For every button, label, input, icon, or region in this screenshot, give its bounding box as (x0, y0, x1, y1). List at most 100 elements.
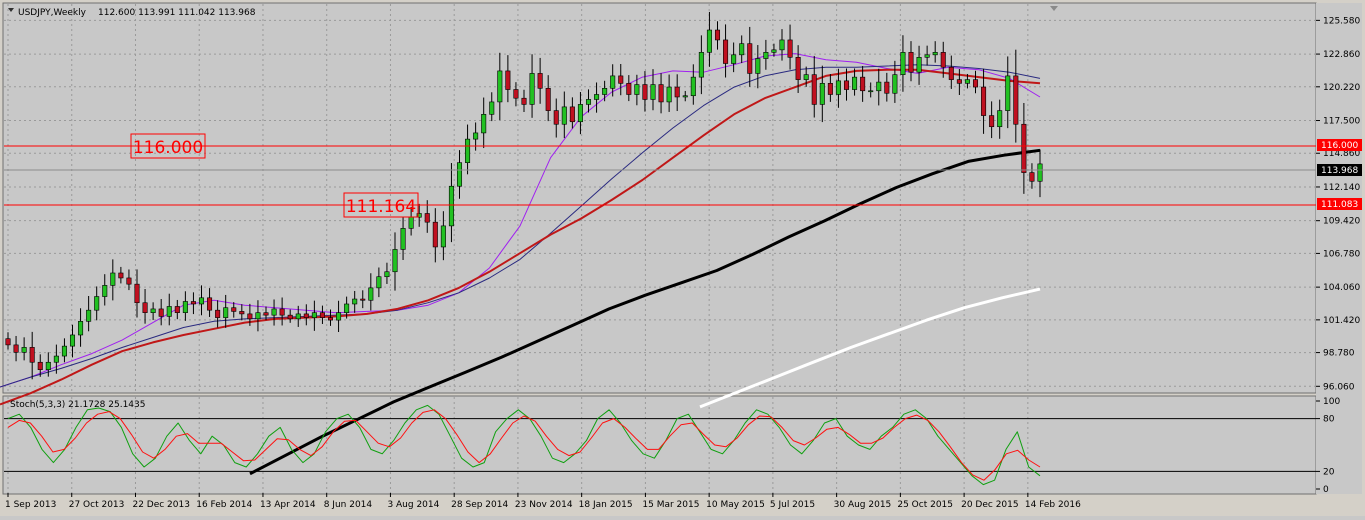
bull-candle (690, 76, 696, 97)
bear-candle (723, 39, 729, 64)
bear-candle (860, 76, 866, 92)
bull-candle (69, 334, 76, 347)
time-label: 25 Oct 2015 (897, 500, 953, 510)
bull-candle (45, 361, 51, 370)
bull-candle (400, 228, 406, 250)
bull-candle (473, 132, 479, 140)
main-chart-panel (2, 2, 1317, 394)
bear-candle (626, 83, 632, 95)
bull-candle (876, 81, 882, 92)
bull-candle (102, 285, 108, 297)
bull-candle (892, 74, 898, 94)
bear-candle (827, 83, 833, 95)
time-label: 23 Nov 2014 (515, 500, 573, 510)
bear-candle (505, 70, 511, 90)
level-label-low-box[interactable] (343, 192, 419, 218)
price-label: 104.060 (1323, 283, 1360, 293)
bull-candle (376, 276, 382, 289)
level-label-high: 116.000 (133, 138, 203, 158)
bull-candle (819, 83, 825, 105)
bull-candle (440, 225, 446, 248)
bull-candle (456, 162, 463, 187)
price-tags: 116.000 113.968 111.083 (1317, 139, 1362, 210)
bull-candle (86, 309, 92, 322)
bull-candle (344, 303, 350, 313)
bull-candle (295, 313, 301, 320)
bear-candle (553, 110, 559, 125)
bull-candle (1037, 163, 1043, 182)
bull-candle (602, 87, 608, 95)
bull-candle (311, 312, 317, 318)
bull-candle (1005, 75, 1011, 111)
bear-candle (747, 43, 753, 74)
bear-candle (5, 338, 11, 346)
bear-candle (989, 115, 995, 128)
bull-candle (779, 39, 785, 51)
price-tag-current-bg (1317, 164, 1362, 176)
bull-candle (594, 94, 600, 100)
level-label-high-box[interactable] (130, 133, 206, 159)
bear-candle (13, 344, 19, 353)
bull-candle (489, 101, 495, 115)
bull-candle (803, 74, 809, 80)
time-label: 16 Feb 2014 (196, 500, 252, 510)
bull-candle (61, 345, 67, 357)
bear-candle (231, 307, 237, 312)
bull-candle (666, 86, 672, 103)
bull-candle (964, 79, 970, 84)
price-label: 112.140 (1323, 183, 1360, 193)
bull-candle (634, 84, 640, 95)
level-label-low: 111.164 (346, 197, 416, 217)
stoch-label: 100 (1323, 397, 1340, 407)
bull-candle (682, 95, 688, 98)
price-label: 98.780 (1323, 349, 1355, 359)
bull-candle (150, 308, 156, 313)
bull-candle (368, 287, 374, 301)
price-axis-area (1316, 3, 1362, 494)
bear-candle (190, 301, 196, 305)
time-label: 28 Sep 2014 (451, 500, 508, 510)
bear-candle (158, 308, 164, 317)
bull-candle (755, 58, 761, 74)
ma-very-long-line (699, 287, 1041, 409)
bull-candle (384, 271, 390, 278)
price-label: 109.420 (1323, 217, 1360, 227)
bear-candle (424, 213, 430, 223)
moving-averages (0, 53, 1041, 476)
time-label: 15 Mar 2015 (642, 500, 699, 510)
price-label: 122.860 (1323, 50, 1360, 60)
price-tag-low: 111.083 (1321, 200, 1358, 210)
chart-title: USDJPY,Weekly (18, 8, 87, 18)
time-label: 30 Aug 2015 (834, 500, 892, 510)
scroll-marker-icon[interactable] (1050, 6, 1058, 11)
dropdown-arrow-icon[interactable] (8, 8, 14, 12)
bull-candle (835, 80, 841, 95)
bull-candle (94, 296, 100, 311)
stoch-signal-line (7, 409, 1041, 481)
bear-candle (142, 302, 148, 313)
stoch-axis: 100 80 20 0 (1316, 397, 1340, 495)
bear-candle (981, 86, 987, 116)
bear-candle (642, 84, 648, 100)
candlesticks (5, 11, 1043, 380)
bear-candle (319, 312, 325, 318)
price-label: 106.780 (1323, 249, 1360, 259)
bear-candle (1013, 75, 1019, 125)
price-axis: 125.580 122.860 120.220 117.500 114.860 112.1… (1316, 16, 1360, 392)
bear-candle (795, 57, 801, 80)
bull-candle (182, 301, 188, 313)
time-label: 20 Dec 2015 (961, 500, 1019, 510)
bull-candle (868, 90, 874, 93)
horizontal-levels: 116.000 111.164 (4, 133, 1316, 218)
bear-candle (521, 97, 527, 105)
bear-candle (513, 89, 519, 99)
price-label: 101.420 (1323, 316, 1360, 326)
bear-candle (884, 81, 890, 94)
time-label: 1 Sep 2013 (5, 500, 56, 510)
bull-candle (529, 73, 535, 105)
stoch-grid (7, 397, 1029, 493)
bear-candle (714, 29, 721, 41)
bear-candle (287, 314, 293, 320)
